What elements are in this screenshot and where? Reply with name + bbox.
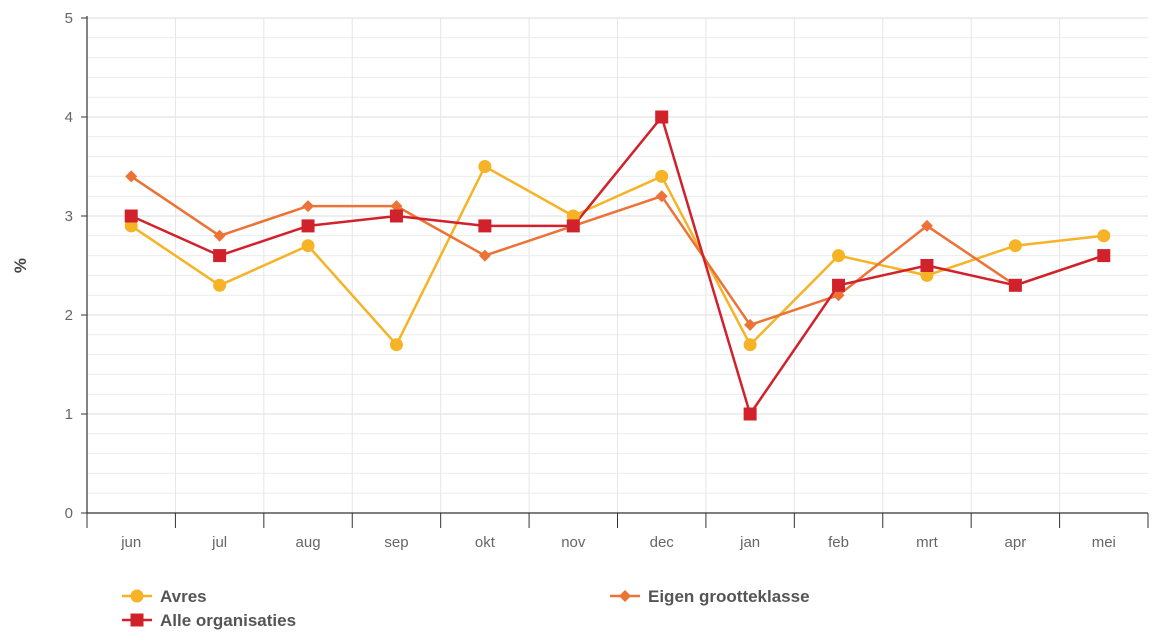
data-point-alle-organisaties — [832, 278, 846, 292]
legend-label: Avres — [160, 587, 207, 606]
data-point-eigen-grootteklasse — [302, 200, 315, 213]
data-point-avres — [832, 249, 846, 263]
data-point-avres — [655, 169, 669, 183]
data-point-alle-organisaties — [389, 209, 403, 223]
x-tick-label: jul — [211, 534, 227, 551]
grid-lines — [87, 17, 1148, 514]
series-line-eigen-grootteklasse — [130, 175, 1105, 327]
y-axis-title: % — [11, 258, 30, 273]
data-point-avres — [213, 278, 227, 292]
data-point-avres — [743, 338, 757, 352]
data-point-alle-organisaties — [1097, 249, 1111, 263]
data-point-eigen-grootteklasse — [213, 229, 226, 242]
y-tick-label: 5 — [65, 10, 73, 27]
data-point-eigen-grootteklasse — [920, 219, 933, 232]
legend-label: Alle organisaties — [160, 611, 296, 630]
data-point-alle-organisaties — [743, 407, 757, 421]
x-tick-label: okt — [475, 534, 496, 551]
y-tick-label: 2 — [65, 307, 73, 324]
series-line-alle-organisaties — [130, 115, 1105, 416]
x-tick-label: feb — [828, 534, 849, 551]
data-point-eigen-grootteklasse — [125, 170, 138, 183]
data-point-alle-organisaties — [566, 219, 580, 233]
series-line-avres — [130, 165, 1104, 346]
data-point-eigen-grootteklasse — [832, 289, 845, 302]
legend-label: Eigen grootteklasse — [648, 587, 810, 606]
x-tick-label: jan — [739, 534, 760, 551]
x-tick-label: nov — [561, 534, 586, 551]
data-point-alle-organisaties — [124, 209, 138, 223]
x-tick-label: mrt — [916, 534, 938, 551]
legend-swatch-marker — [130, 589, 144, 603]
y-tick-label: 4 — [65, 109, 73, 126]
data-point-alle-organisaties — [655, 110, 669, 124]
legend-swatch-marker — [130, 613, 144, 627]
data-point-avres — [301, 239, 315, 253]
data-point-avres — [566, 209, 580, 223]
x-tick-label: sep — [384, 534, 408, 551]
legend-item-eigen-grootteklasse: Eigen grootteklasse — [610, 587, 810, 606]
data-point-eigen-grootteklasse — [744, 318, 757, 331]
series-markers — [124, 110, 1111, 421]
legend: Avres Eigen grootteklasse Alle organisatie… — [122, 587, 810, 630]
series-lines — [130, 115, 1105, 416]
data-point-avres — [920, 268, 934, 282]
y-tick-label: 1 — [65, 406, 73, 423]
legend-item-alle-organisaties: Alle organisaties — [122, 611, 296, 630]
data-point-avres — [389, 338, 403, 352]
data-point-avres — [478, 160, 492, 173]
data-point-eigen-grootteklasse — [478, 249, 491, 262]
data-point-alle-organisaties — [478, 219, 492, 233]
data-point-alle-organisaties — [301, 219, 315, 233]
data-point-alle-organisaties — [920, 259, 934, 272]
x-tick-label: jun — [120, 534, 141, 551]
x-tick-label: apr — [1005, 534, 1027, 551]
data-point-eigen-grootteklasse — [655, 190, 668, 203]
data-point-avres — [124, 219, 138, 233]
legend-item-avres: Avres — [122, 587, 207, 606]
data-point-avres — [1008, 239, 1022, 253]
legend-swatch-marker — [619, 590, 631, 602]
axes: 0 1 2 3 4 5 jun jul aug sep okt nov dec jan feb mrt apr m… — [65, 10, 1149, 551]
data-point-eigen-grootteklasse — [390, 200, 403, 213]
y-tick-label: 0 — [65, 505, 73, 522]
data-point-alle-organisaties — [1008, 278, 1022, 292]
data-point-avres — [1097, 229, 1111, 243]
x-tick-label: dec — [650, 534, 675, 551]
data-point-alle-organisaties — [213, 249, 227, 263]
x-tick-label: mei — [1092, 534, 1116, 551]
x-tick-label: aug — [296, 534, 321, 551]
y-tick-label: 3 — [65, 208, 73, 225]
